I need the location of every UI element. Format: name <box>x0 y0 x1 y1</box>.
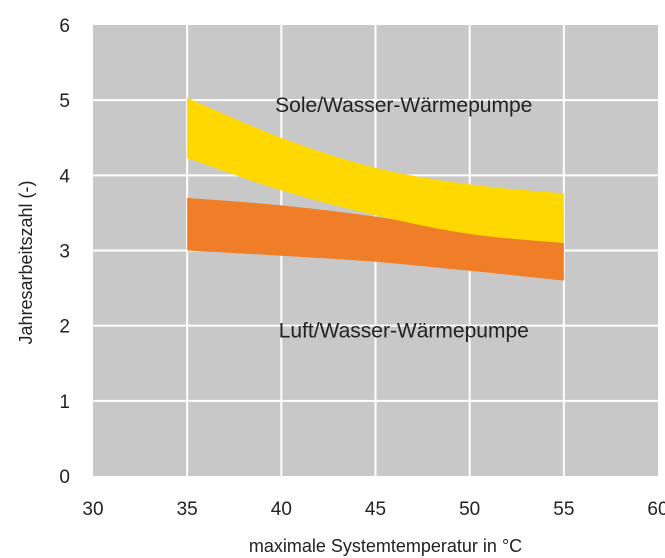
data-bands <box>187 97 564 281</box>
x-tick-label: 45 <box>365 499 386 520</box>
y-tick-label: 5 <box>59 91 70 112</box>
band-series-2 <box>187 97 564 243</box>
y-tick-label: 4 <box>59 166 70 187</box>
band-series-1 <box>187 197 564 281</box>
x-tick-label: 30 <box>82 499 103 520</box>
x-tick-label: 50 <box>459 499 480 520</box>
x-tick-label: 40 <box>271 499 292 520</box>
y-tick-label: 6 <box>59 16 70 37</box>
y-axis-title: Jahresarbeitszahl (-) <box>16 180 36 344</box>
y-tick-label: 3 <box>59 242 70 263</box>
x-tick-label: 35 <box>177 499 198 520</box>
series-annotation: Sole/Wasser-Wärmepumpe <box>275 94 532 117</box>
y-tick-label: 1 <box>59 392 70 413</box>
x-tick-label: 60 <box>647 499 665 520</box>
x-axis-title: maximale Systemtemperatur in °C <box>249 536 522 556</box>
x-tick-label: 55 <box>553 499 574 520</box>
series-annotation: Luft/Wasser-Wärmepumpe <box>279 319 529 342</box>
y-tick-label: 2 <box>59 317 70 338</box>
annotations: Sole/Wasser-Wärmepumpe Luft/Wasser-Wärmep… <box>275 94 532 342</box>
y-tick-label: 0 <box>59 467 70 488</box>
